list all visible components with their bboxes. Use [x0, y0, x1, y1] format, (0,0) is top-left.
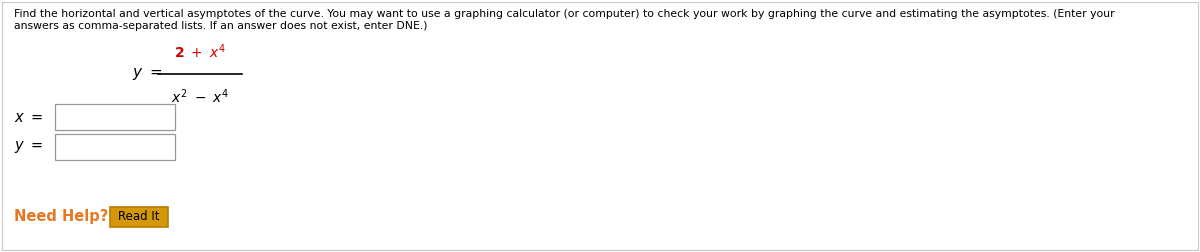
Text: Find the horizontal and vertical asymptotes of the curve. You may want to use a : Find the horizontal and vertical asympto…: [14, 9, 1115, 19]
FancyBboxPatch shape: [110, 207, 168, 227]
Text: $y\ =$: $y\ =$: [132, 66, 162, 82]
Text: $\mathbf{2}\ +\ x^4$: $\mathbf{2}\ +\ x^4$: [174, 42, 226, 61]
FancyBboxPatch shape: [55, 134, 175, 160]
Text: Need Help?: Need Help?: [14, 209, 108, 225]
Text: $x^2\ -\ x^4$: $x^2\ -\ x^4$: [170, 87, 229, 106]
Text: Read It: Read It: [119, 210, 160, 224]
FancyBboxPatch shape: [55, 104, 175, 130]
Text: $y\ =$: $y\ =$: [14, 139, 43, 155]
Text: answers as comma-separated lists. If an answer does not exist, enter DNE.): answers as comma-separated lists. If an …: [14, 21, 427, 31]
Text: $x\ =$: $x\ =$: [14, 110, 43, 124]
